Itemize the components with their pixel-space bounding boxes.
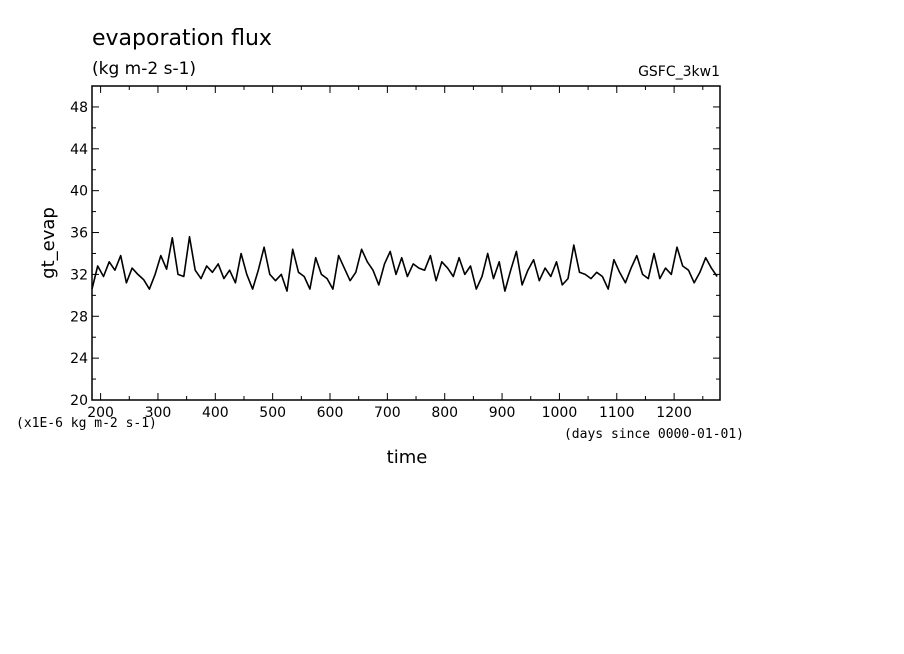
chart-title: evaporation flux <box>92 26 272 51</box>
y-tick-label: 20 <box>70 393 88 409</box>
x-tick-label: 200 <box>87 405 114 421</box>
x-tick-label: 1200 <box>656 405 692 421</box>
x-tick-label: 600 <box>317 405 344 421</box>
y-tick-label: 28 <box>70 309 88 325</box>
y-tick-label: 48 <box>70 100 88 116</box>
y-unit-note: (x1E-6 kg m-2 s-1) <box>16 416 157 431</box>
plot-frame <box>91 85 721 401</box>
chart-units: (kg m-2 s-1) <box>92 59 196 79</box>
y-tick-label: 40 <box>70 184 88 200</box>
x-axis <box>100 86 704 400</box>
x-unit-note: (days since 0000-01-01) <box>564 427 744 442</box>
x-tick-label: 1000 <box>542 405 578 421</box>
x-tick-label: 800 <box>431 405 458 421</box>
x-tick-label: 1100 <box>599 405 635 421</box>
y-tick-label: 44 <box>70 142 88 158</box>
y-tick-label: 24 <box>70 351 88 367</box>
x-tick-label: 700 <box>374 405 401 421</box>
y-tick-labels: 20 24 28 32 36 40 44 48 <box>70 100 88 409</box>
y-tick-label: 32 <box>70 267 88 283</box>
x-tick-label: 500 <box>259 405 286 421</box>
data-source-label: GSFC_3kw1 <box>638 64 720 80</box>
x-tick-label: 300 <box>145 405 172 421</box>
y-tick-label: 36 <box>70 226 88 242</box>
x-tick-label: 900 <box>489 405 516 421</box>
series-line-gt-evap <box>91 235 718 292</box>
y-axis <box>92 85 720 401</box>
x-tick-label: 400 <box>202 405 229 421</box>
x-tick-labels: 200 300 400 500 600 700 800 900 1000 1100 1200 <box>87 405 692 421</box>
x-axis-label: time <box>387 447 428 468</box>
y-axis-label: gt_evap <box>38 207 59 279</box>
